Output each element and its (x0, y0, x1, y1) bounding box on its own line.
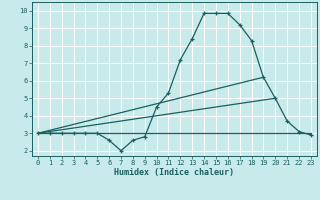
X-axis label: Humidex (Indice chaleur): Humidex (Indice chaleur) (115, 168, 234, 177)
